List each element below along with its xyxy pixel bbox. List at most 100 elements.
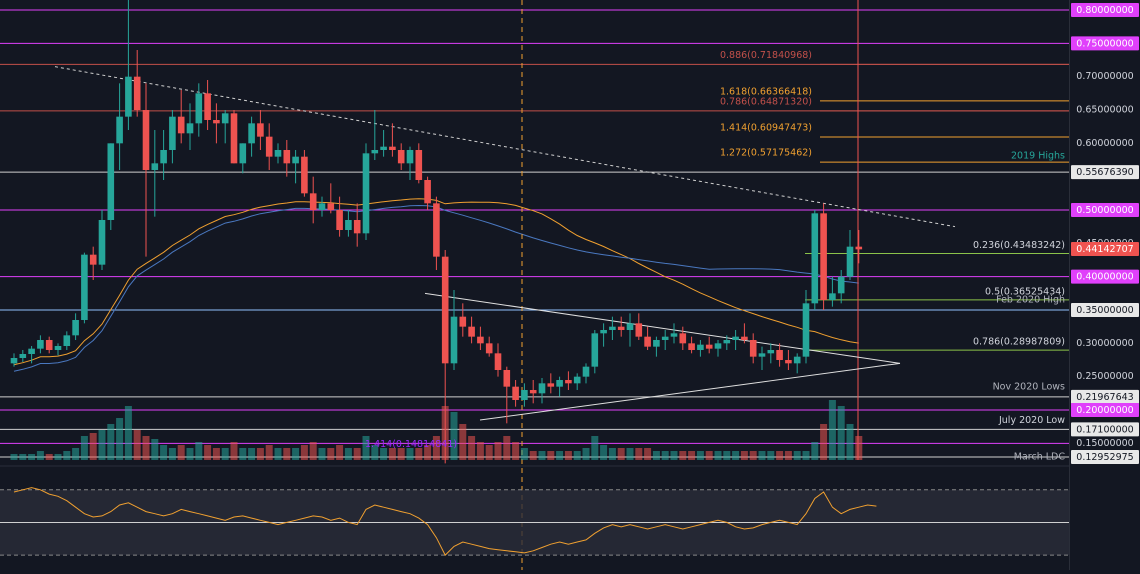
candle-body[interactable] bbox=[768, 350, 775, 353]
candle-body[interactable] bbox=[442, 257, 449, 364]
candle-body[interactable] bbox=[152, 163, 159, 170]
candle-body[interactable] bbox=[495, 353, 502, 370]
candle-body[interactable] bbox=[627, 323, 634, 330]
candle-body[interactable] bbox=[565, 380, 572, 383]
candle-body[interactable] bbox=[204, 93, 211, 120]
candle-body[interactable] bbox=[222, 113, 229, 123]
candle-body[interactable] bbox=[820, 213, 827, 300]
candle-body[interactable] bbox=[512, 387, 519, 400]
candle-body[interactable] bbox=[284, 150, 291, 163]
candle-body[interactable] bbox=[72, 320, 79, 335]
candle-body[interactable] bbox=[354, 220, 361, 233]
candle-body[interactable] bbox=[433, 203, 440, 256]
candle-body[interactable] bbox=[81, 255, 88, 320]
candle-body[interactable] bbox=[644, 337, 651, 347]
candle-body[interactable] bbox=[319, 203, 326, 210]
candle-body[interactable] bbox=[530, 390, 537, 393]
candle-body[interactable] bbox=[125, 77, 132, 117]
candle-body[interactable] bbox=[486, 343, 493, 353]
candle-body[interactable] bbox=[257, 123, 264, 136]
candle-body[interactable] bbox=[776, 350, 783, 360]
candle-body[interactable] bbox=[724, 340, 731, 343]
candle-body[interactable] bbox=[416, 150, 423, 180]
candle-body[interactable] bbox=[592, 333, 599, 366]
candle-body[interactable] bbox=[213, 120, 220, 123]
candle-body[interactable] bbox=[600, 330, 607, 333]
candle-body[interactable] bbox=[847, 247, 854, 277]
candle-body[interactable] bbox=[785, 360, 792, 363]
candle-body[interactable] bbox=[688, 343, 695, 350]
candle-body[interactable] bbox=[451, 317, 458, 364]
price-axis[interactable]: 0.700000000.650000000.600000000.45000000… bbox=[1070, 0, 1140, 570]
candle-body[interactable] bbox=[46, 340, 53, 350]
candle-body[interactable] bbox=[372, 150, 379, 153]
candle-body[interactable] bbox=[160, 150, 167, 163]
candle-body[interactable] bbox=[143, 110, 150, 170]
candle-body[interactable] bbox=[55, 346, 62, 350]
candle-body[interactable] bbox=[732, 337, 739, 340]
candle-body[interactable] bbox=[248, 123, 255, 143]
candle-body[interactable] bbox=[741, 337, 748, 340]
candle-body[interactable] bbox=[363, 153, 370, 233]
candle-body[interactable] bbox=[829, 293, 836, 300]
candle-body[interactable] bbox=[424, 180, 431, 203]
candle-body[interactable] bbox=[336, 210, 343, 230]
candle-body[interactable] bbox=[662, 337, 669, 340]
candle-body[interactable] bbox=[134, 77, 141, 110]
candle-body[interactable] bbox=[468, 327, 475, 337]
candle-body[interactable] bbox=[759, 353, 766, 356]
candle-body[interactable] bbox=[706, 345, 713, 349]
candle-body[interactable] bbox=[856, 247, 863, 250]
candle-body[interactable] bbox=[275, 150, 282, 157]
candle-body[interactable] bbox=[407, 150, 414, 163]
candle-body[interactable] bbox=[116, 117, 123, 144]
candle-body[interactable] bbox=[803, 303, 810, 356]
candle-body[interactable] bbox=[380, 147, 387, 150]
candle-body[interactable] bbox=[64, 335, 71, 346]
candle-body[interactable] bbox=[99, 220, 106, 265]
candle-body[interactable] bbox=[460, 317, 467, 327]
candle-body[interactable] bbox=[301, 157, 308, 194]
candle-body[interactable] bbox=[671, 333, 678, 336]
candle-body[interactable] bbox=[11, 358, 18, 363]
candle-body[interactable] bbox=[292, 157, 299, 164]
candle-body[interactable] bbox=[398, 150, 405, 163]
candle-body[interactable] bbox=[583, 367, 590, 377]
candle-body[interactable] bbox=[266, 137, 273, 157]
candle-body[interactable] bbox=[231, 113, 238, 163]
candle-body[interactable] bbox=[345, 220, 352, 230]
candle-body[interactable] bbox=[574, 377, 581, 384]
candle-body[interactable] bbox=[187, 123, 194, 133]
candle-body[interactable] bbox=[108, 143, 115, 220]
candle-body[interactable] bbox=[812, 213, 819, 303]
candle-body[interactable] bbox=[539, 383, 546, 393]
candle-body[interactable] bbox=[794, 357, 801, 364]
candle-body[interactable] bbox=[715, 343, 722, 348]
candle-body[interactable] bbox=[477, 337, 484, 344]
candle-body[interactable] bbox=[636, 323, 643, 336]
candle-body[interactable] bbox=[838, 277, 845, 294]
candle-body[interactable] bbox=[618, 327, 625, 330]
candle-body[interactable] bbox=[750, 340, 757, 357]
candle-body[interactable] bbox=[697, 345, 704, 350]
candle-body[interactable] bbox=[196, 93, 203, 123]
candle-body[interactable] bbox=[20, 354, 27, 358]
candle-body[interactable] bbox=[680, 333, 687, 343]
candle-body[interactable] bbox=[310, 193, 317, 210]
candle-body[interactable] bbox=[328, 203, 335, 210]
candle-body[interactable] bbox=[37, 340, 44, 349]
candle-body[interactable] bbox=[169, 117, 176, 150]
candle-body[interactable] bbox=[90, 255, 97, 265]
candle-body[interactable] bbox=[504, 370, 511, 387]
candle-body[interactable] bbox=[556, 380, 563, 387]
candle-body[interactable] bbox=[548, 383, 555, 386]
candle-body[interactable] bbox=[521, 390, 528, 400]
candle-body[interactable] bbox=[178, 117, 185, 134]
candle-body[interactable] bbox=[653, 340, 660, 347]
candle-body[interactable] bbox=[240, 143, 247, 163]
candle-body[interactable] bbox=[28, 349, 35, 354]
candle-body[interactable] bbox=[609, 327, 616, 330]
candle-body[interactable] bbox=[389, 147, 396, 150]
